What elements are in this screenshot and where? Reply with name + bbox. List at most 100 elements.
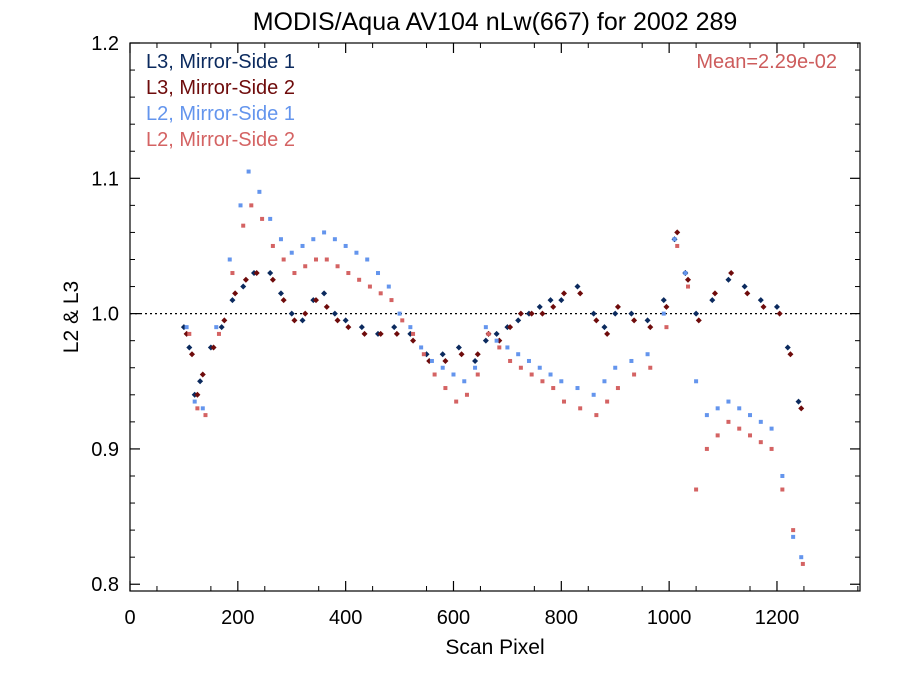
plot-frame bbox=[129, 42, 861, 592]
mean-annotation: Mean=2.29e-02 bbox=[696, 51, 837, 73]
series-1-point bbox=[455, 344, 462, 351]
y-tick-label: 1.1 bbox=[91, 168, 119, 190]
x-tick-label: 1000 bbox=[647, 607, 692, 629]
series-2-point bbox=[539, 310, 546, 317]
series-3-point bbox=[322, 230, 327, 235]
series-1-point bbox=[709, 297, 716, 304]
legend-entry: L2, Mirror-Side 2 bbox=[146, 129, 295, 151]
series-4-point bbox=[800, 561, 805, 566]
series-2-point bbox=[269, 276, 276, 283]
series-3-point bbox=[537, 365, 542, 370]
series-2-point bbox=[674, 229, 681, 236]
series-4-point bbox=[632, 372, 637, 377]
series-4-point bbox=[648, 365, 653, 370]
series-2-point bbox=[798, 405, 805, 412]
series-1-point bbox=[693, 310, 700, 317]
series-3-point bbox=[184, 325, 189, 330]
series-2-point bbox=[695, 317, 702, 324]
chart-title: MODIS/Aqua AV104 nLw(667) for 2002 289 bbox=[253, 8, 738, 36]
series-3-point bbox=[559, 379, 564, 384]
series-4-point bbox=[230, 271, 235, 276]
series-1-point bbox=[277, 290, 284, 297]
series-3-point bbox=[462, 379, 467, 384]
series-3-point bbox=[726, 399, 731, 404]
series-2-point bbox=[711, 290, 718, 297]
series-4-point bbox=[454, 399, 459, 404]
series-3-point bbox=[289, 250, 294, 255]
series-1-point bbox=[342, 317, 349, 324]
series-4-point bbox=[270, 243, 275, 248]
series-3-point bbox=[386, 284, 391, 289]
series-3-point bbox=[694, 379, 699, 384]
series-4-point bbox=[594, 413, 599, 418]
series-1-point bbox=[288, 310, 295, 317]
series-3-point bbox=[343, 243, 348, 248]
series-2-point bbox=[361, 330, 368, 337]
series-4-point bbox=[357, 277, 362, 282]
series-3-point bbox=[419, 345, 424, 350]
series-4-point bbox=[464, 392, 469, 397]
series-1-point bbox=[515, 317, 522, 324]
series-2-point bbox=[685, 276, 692, 283]
series-3-point bbox=[376, 271, 381, 276]
series-2-point bbox=[377, 330, 384, 337]
series-4-point bbox=[737, 426, 742, 431]
series-2-point bbox=[210, 344, 217, 351]
series-3-point bbox=[354, 250, 359, 255]
series-1-point bbox=[439, 351, 446, 358]
series-3-point bbox=[278, 237, 283, 242]
series-2-point bbox=[458, 351, 465, 358]
series-4-point bbox=[475, 372, 480, 377]
series-2-point bbox=[744, 290, 751, 297]
series-2-point bbox=[614, 303, 621, 310]
series-3-point bbox=[494, 338, 499, 343]
series-2-point bbox=[577, 290, 584, 297]
series-2-point bbox=[776, 310, 783, 317]
series-4-point bbox=[241, 223, 246, 228]
series-4-point bbox=[260, 216, 265, 221]
x-tick-label: 0 bbox=[124, 607, 135, 629]
series-2-point bbox=[631, 317, 638, 324]
series-4-point bbox=[578, 406, 583, 411]
series-4-point bbox=[203, 413, 208, 418]
series-2-point bbox=[593, 317, 600, 324]
series-3-point bbox=[408, 325, 413, 330]
series-4-point bbox=[216, 331, 221, 336]
series-3-point bbox=[575, 386, 580, 391]
series-1-point bbox=[391, 324, 398, 331]
series-2-point bbox=[550, 303, 557, 310]
series-4-point bbox=[486, 331, 491, 336]
series-2-point bbox=[760, 303, 767, 310]
series-1-point bbox=[240, 283, 247, 290]
series-3-point bbox=[591, 392, 596, 397]
series-4-point bbox=[497, 345, 502, 350]
series-3-point bbox=[769, 426, 774, 431]
series-4-point bbox=[303, 264, 308, 269]
series-4-point bbox=[508, 358, 513, 363]
x-tick-label: 800 bbox=[545, 607, 578, 629]
series-3-point bbox=[516, 352, 521, 357]
series-4-point bbox=[615, 386, 620, 391]
x-axis-title: Scan Pixel bbox=[445, 636, 544, 659]
series-3-point bbox=[683, 271, 688, 276]
series-1-point bbox=[331, 310, 338, 317]
series-3-point bbox=[715, 406, 720, 411]
series-3-point bbox=[799, 555, 804, 560]
series-3-point bbox=[548, 372, 553, 377]
series-2-point bbox=[647, 324, 654, 331]
series-2-point bbox=[728, 270, 735, 277]
series-3-point bbox=[748, 413, 753, 418]
series-1-point bbox=[757, 297, 764, 304]
series-1-point bbox=[590, 310, 597, 317]
series-4-point bbox=[281, 257, 286, 262]
legend: L3, Mirror-Side 1 L3, Mirror-Side 2 L2, Mi… bbox=[146, 51, 295, 151]
series-3-point bbox=[613, 365, 618, 370]
series-4-point bbox=[195, 406, 200, 411]
series-4-point bbox=[529, 372, 534, 377]
series-4-point bbox=[769, 446, 774, 451]
series-1-point bbox=[321, 290, 328, 297]
series-2-point bbox=[561, 290, 568, 297]
series-3-point bbox=[473, 365, 478, 370]
series-2-point bbox=[663, 303, 670, 310]
